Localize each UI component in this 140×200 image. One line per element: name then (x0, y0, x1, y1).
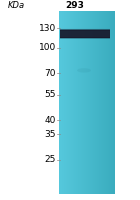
Bar (66, 11, 67, 194)
Bar (60, 30, 110, 38)
Bar (75, 11, 76, 194)
Bar (60, 38, 110, 39)
Bar (83, 11, 84, 194)
Bar (60, 11, 61, 194)
Bar (95, 11, 96, 194)
Bar (113, 11, 114, 194)
Bar (96, 11, 97, 194)
Bar (60, 29, 110, 30)
Bar (74, 11, 75, 194)
Text: 40: 40 (45, 116, 56, 125)
Text: 100: 100 (39, 43, 56, 52)
Bar (99, 11, 100, 194)
Bar (60, 38, 110, 39)
Bar (60, 30, 110, 31)
Text: KDa: KDa (8, 1, 25, 10)
Bar (60, 29, 110, 30)
Bar (60, 38, 110, 39)
Bar (85, 11, 86, 194)
Bar (64, 11, 65, 194)
Bar (82, 11, 83, 194)
Bar (86, 11, 87, 194)
Bar (60, 30, 110, 31)
Bar (60, 29, 110, 30)
Bar (78, 11, 79, 194)
Text: 293: 293 (66, 1, 84, 10)
Bar (71, 11, 72, 194)
Bar (65, 11, 66, 194)
Bar (94, 11, 95, 194)
Bar (60, 37, 110, 38)
Bar (107, 11, 108, 194)
Bar (64, 11, 65, 194)
Bar (81, 11, 82, 194)
Bar (110, 11, 111, 194)
Bar (113, 11, 114, 194)
Bar (109, 11, 110, 194)
Bar (88, 11, 89, 194)
Bar (92, 11, 93, 194)
Bar (69, 11, 70, 194)
Bar (98, 11, 99, 194)
Bar (108, 11, 109, 194)
Bar (60, 38, 110, 39)
Ellipse shape (77, 68, 91, 73)
Bar (80, 11, 81, 194)
Bar (93, 11, 94, 194)
Bar (71, 11, 72, 194)
Bar (73, 11, 74, 194)
Bar (114, 11, 115, 194)
Bar (92, 11, 93, 194)
Bar (66, 11, 67, 194)
Bar (106, 11, 107, 194)
Text: 55: 55 (45, 90, 56, 99)
Bar (60, 37, 110, 38)
Bar (60, 37, 110, 38)
Bar (101, 11, 102, 194)
Bar (87, 11, 88, 194)
Text: 35: 35 (45, 130, 56, 139)
Bar (78, 11, 79, 194)
Bar (60, 29, 110, 30)
Bar (105, 11, 106, 194)
Bar (100, 11, 101, 194)
Bar (60, 29, 110, 30)
Bar (94, 11, 95, 194)
Bar (59, 11, 60, 194)
Bar (60, 29, 110, 30)
Bar (89, 11, 90, 194)
Bar (72, 11, 73, 194)
Bar (85, 11, 86, 194)
Bar (102, 11, 103, 194)
Bar (60, 28, 110, 29)
Bar (108, 11, 109, 194)
Bar (68, 11, 69, 194)
Bar (70, 11, 71, 194)
Bar (63, 11, 64, 194)
Bar (60, 38, 110, 39)
Bar (90, 11, 91, 194)
Bar (62, 11, 63, 194)
Bar (104, 11, 105, 194)
Text: 25: 25 (45, 155, 56, 164)
Bar (67, 11, 68, 194)
Bar (77, 11, 78, 194)
Bar (97, 11, 98, 194)
Bar (80, 11, 81, 194)
Bar (111, 11, 112, 194)
Bar (91, 11, 92, 194)
Bar (84, 11, 85, 194)
Bar (99, 11, 100, 194)
Bar (60, 38, 110, 39)
Text: 70: 70 (45, 69, 56, 78)
Bar (79, 11, 80, 194)
Bar (112, 11, 113, 194)
Text: 130: 130 (39, 24, 56, 33)
Bar (103, 11, 104, 194)
Bar (60, 37, 110, 38)
Bar (76, 11, 77, 194)
Bar (106, 11, 107, 194)
Bar (61, 11, 62, 194)
